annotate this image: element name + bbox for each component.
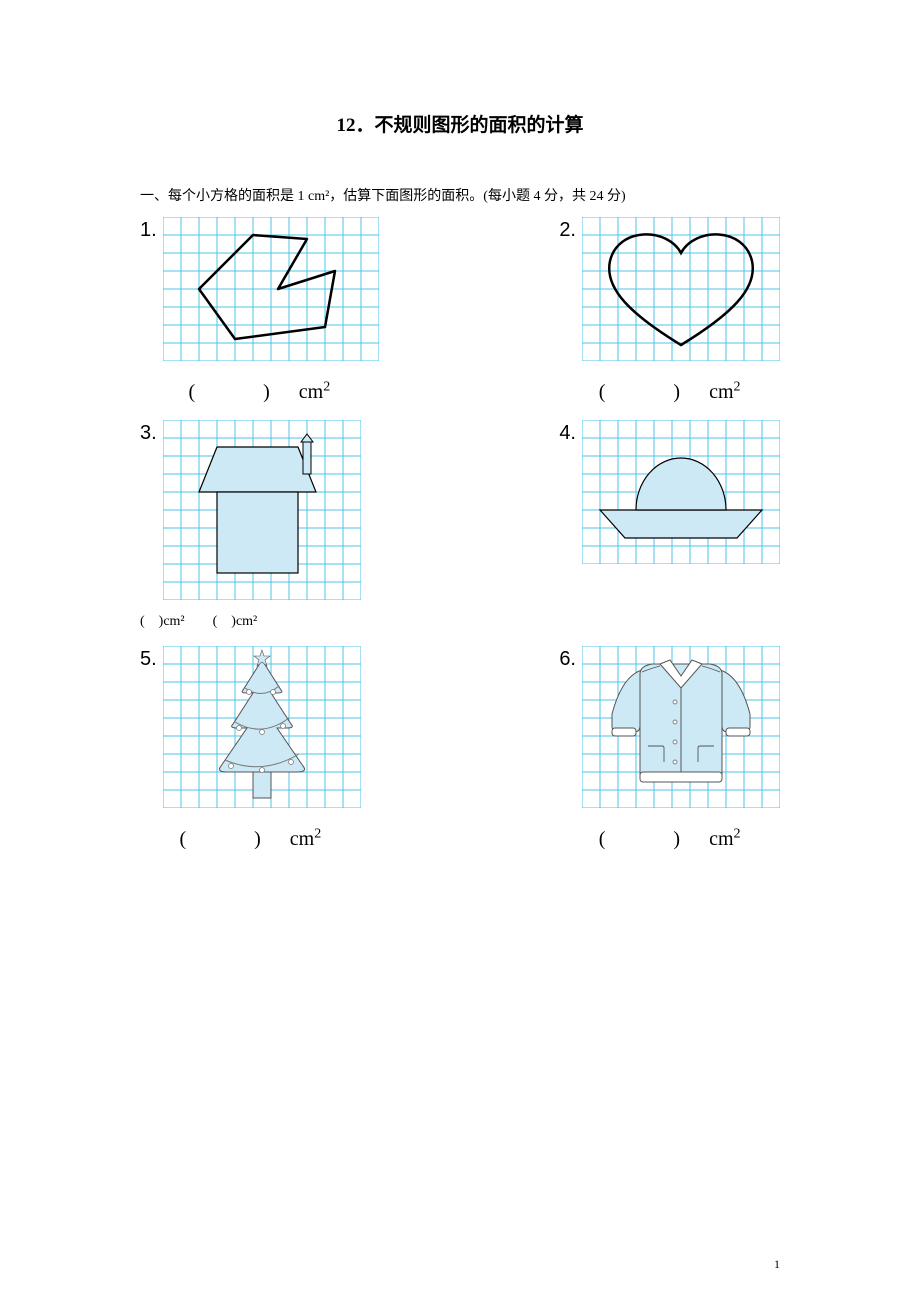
item-number: 4. xyxy=(559,422,576,445)
grid-figure-4 xyxy=(582,420,780,564)
section-intro: 一、每个小方格的面积是 1 cm²，估算下面图形的面积。(每小题 4 分，共 2… xyxy=(140,185,780,205)
row-1: 1. ( ) cm2 2. xyxy=(140,217,780,404)
answer-blank-2: ( ) cm2 xyxy=(599,375,741,404)
item-number: 2. xyxy=(559,219,576,242)
item-1: 1. ( ) cm2 xyxy=(140,217,379,404)
item-grid: 1. ( ) cm2 2. xyxy=(140,217,780,857)
grid-figure-5 xyxy=(163,646,361,808)
row-2: 3. ( )cm² ( )cm² xyxy=(140,420,780,630)
answer-blank-6: ( ) cm2 xyxy=(599,822,741,851)
page-title: 12．不规则图形的面积的计算 xyxy=(140,110,780,137)
item-3: 3. ( )cm² ( )cm² xyxy=(140,420,361,630)
item-4: 4. xyxy=(559,420,780,630)
item-number: 6. xyxy=(559,648,576,671)
answer-blank-5: ( ) cm2 xyxy=(179,822,321,851)
item-number: 1. xyxy=(140,219,157,242)
item-2: 2. ( ) cm2 xyxy=(559,217,780,404)
page-number: 1 xyxy=(774,1257,780,1272)
row-3: 5. xyxy=(140,646,780,851)
grid-figure-2 xyxy=(582,217,780,361)
item-number: 5. xyxy=(140,648,157,671)
grid-figure-1 xyxy=(163,217,379,361)
item-5: 5. xyxy=(140,646,361,851)
grid-figure-6 xyxy=(582,646,780,808)
item-6: 6. xyxy=(559,646,780,851)
item-number: 3. xyxy=(140,422,157,445)
answer-blank-1: ( ) cm2 xyxy=(188,375,330,404)
answer-blank-3: ( )cm² ( )cm² xyxy=(140,610,257,630)
grid-figure-3 xyxy=(163,420,361,600)
